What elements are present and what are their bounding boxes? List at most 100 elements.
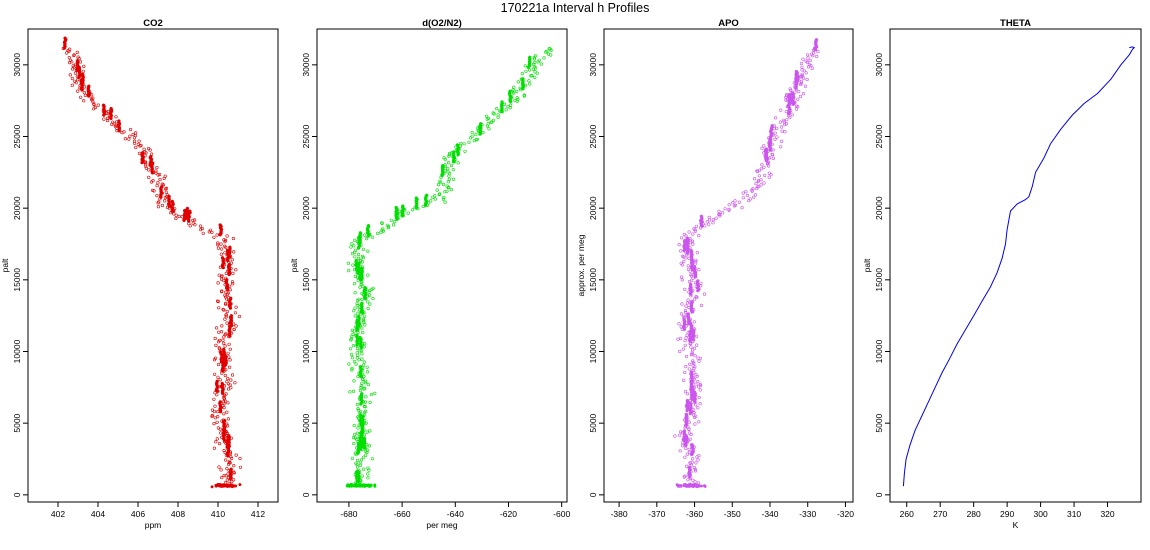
data-point bbox=[191, 218, 195, 222]
data-point bbox=[220, 256, 225, 260]
data-point bbox=[221, 338, 225, 342]
data-point bbox=[695, 295, 699, 300]
x-tick-label: 280 bbox=[967, 509, 981, 519]
data-point bbox=[210, 485, 214, 489]
data-point bbox=[215, 437, 219, 441]
x-tick-label: -360 bbox=[686, 509, 703, 519]
data-point bbox=[690, 239, 695, 243]
data-point bbox=[217, 465, 221, 469]
data-point bbox=[356, 458, 360, 463]
data-point bbox=[447, 177, 451, 181]
y-tick-label: 5000 bbox=[12, 413, 22, 432]
data-point bbox=[690, 460, 694, 464]
data-point bbox=[547, 47, 551, 51]
data-point bbox=[230, 456, 234, 460]
data-point bbox=[697, 359, 701, 363]
x-tick-label: 404 bbox=[91, 509, 105, 519]
data-point bbox=[361, 377, 365, 381]
chart-title: THETA bbox=[1000, 18, 1031, 29]
data-point bbox=[358, 285, 362, 289]
data-point bbox=[355, 431, 360, 435]
data-point bbox=[352, 309, 356, 313]
data-point bbox=[359, 458, 364, 462]
data-point bbox=[438, 181, 442, 185]
data-point bbox=[359, 437, 363, 442]
data-point bbox=[224, 278, 229, 282]
data-point bbox=[365, 365, 369, 369]
data-point bbox=[694, 461, 698, 465]
data-point bbox=[128, 134, 132, 138]
data-point bbox=[679, 312, 684, 316]
data-point bbox=[745, 193, 750, 197]
data-point bbox=[218, 338, 222, 343]
data-point bbox=[164, 186, 169, 190]
y-tick-label: 30000 bbox=[588, 53, 598, 77]
data-point bbox=[771, 148, 775, 152]
data-point bbox=[364, 379, 368, 383]
data-point bbox=[707, 222, 711, 226]
data-point bbox=[689, 248, 693, 253]
data-point bbox=[222, 473, 226, 478]
x-tick-label: -350 bbox=[724, 509, 741, 519]
data-point bbox=[492, 112, 496, 116]
data-point bbox=[350, 368, 354, 372]
data-point bbox=[356, 315, 361, 319]
data-point bbox=[216, 243, 220, 247]
data-point bbox=[804, 71, 808, 75]
data-point bbox=[227, 459, 231, 463]
data-point bbox=[228, 365, 232, 369]
data-point bbox=[123, 137, 127, 141]
data-point bbox=[696, 356, 700, 360]
data-point bbox=[760, 146, 764, 150]
data-point bbox=[693, 467, 697, 471]
data-point bbox=[222, 238, 226, 242]
data-point bbox=[762, 165, 766, 169]
data-point bbox=[361, 247, 366, 251]
data-point bbox=[787, 92, 792, 97]
data-point bbox=[364, 395, 368, 399]
data-point bbox=[226, 444, 231, 448]
data-point bbox=[682, 475, 686, 479]
data-point bbox=[220, 289, 224, 293]
data-point bbox=[208, 228, 212, 232]
data-point bbox=[692, 227, 696, 231]
data-point bbox=[685, 236, 689, 241]
data-point bbox=[151, 179, 155, 183]
data-point bbox=[678, 336, 683, 341]
x-axis-label: K bbox=[1013, 520, 1019, 530]
data-point bbox=[495, 106, 499, 111]
data-point bbox=[225, 321, 229, 325]
data-point bbox=[87, 84, 91, 88]
data-point bbox=[77, 65, 82, 70]
data-point bbox=[445, 189, 449, 193]
data-point bbox=[158, 177, 162, 182]
data-point bbox=[684, 483, 688, 487]
data-point bbox=[702, 292, 707, 296]
data-point bbox=[368, 400, 372, 405]
data-point bbox=[805, 53, 810, 57]
data-point bbox=[690, 352, 694, 356]
data-point bbox=[351, 389, 356, 393]
data-point bbox=[516, 80, 520, 84]
data-point bbox=[438, 192, 442, 196]
data-point bbox=[757, 174, 761, 178]
data-point bbox=[684, 434, 688, 438]
data-point bbox=[350, 484, 354, 488]
series-line bbox=[902, 46, 1136, 487]
data-point bbox=[527, 79, 531, 83]
data-point bbox=[70, 83, 74, 87]
data-point bbox=[216, 410, 220, 414]
data-point bbox=[174, 213, 178, 217]
x-tick-label: -660 bbox=[394, 509, 411, 519]
data-point bbox=[689, 278, 694, 282]
data-point bbox=[491, 118, 495, 122]
data-point bbox=[363, 405, 367, 409]
data-point bbox=[782, 118, 786, 122]
data-point bbox=[677, 322, 681, 326]
data-point bbox=[683, 343, 687, 347]
data-point bbox=[783, 122, 787, 127]
data-point bbox=[751, 187, 755, 191]
data-point bbox=[696, 406, 700, 410]
data-point bbox=[470, 134, 474, 138]
data-point bbox=[727, 203, 731, 207]
